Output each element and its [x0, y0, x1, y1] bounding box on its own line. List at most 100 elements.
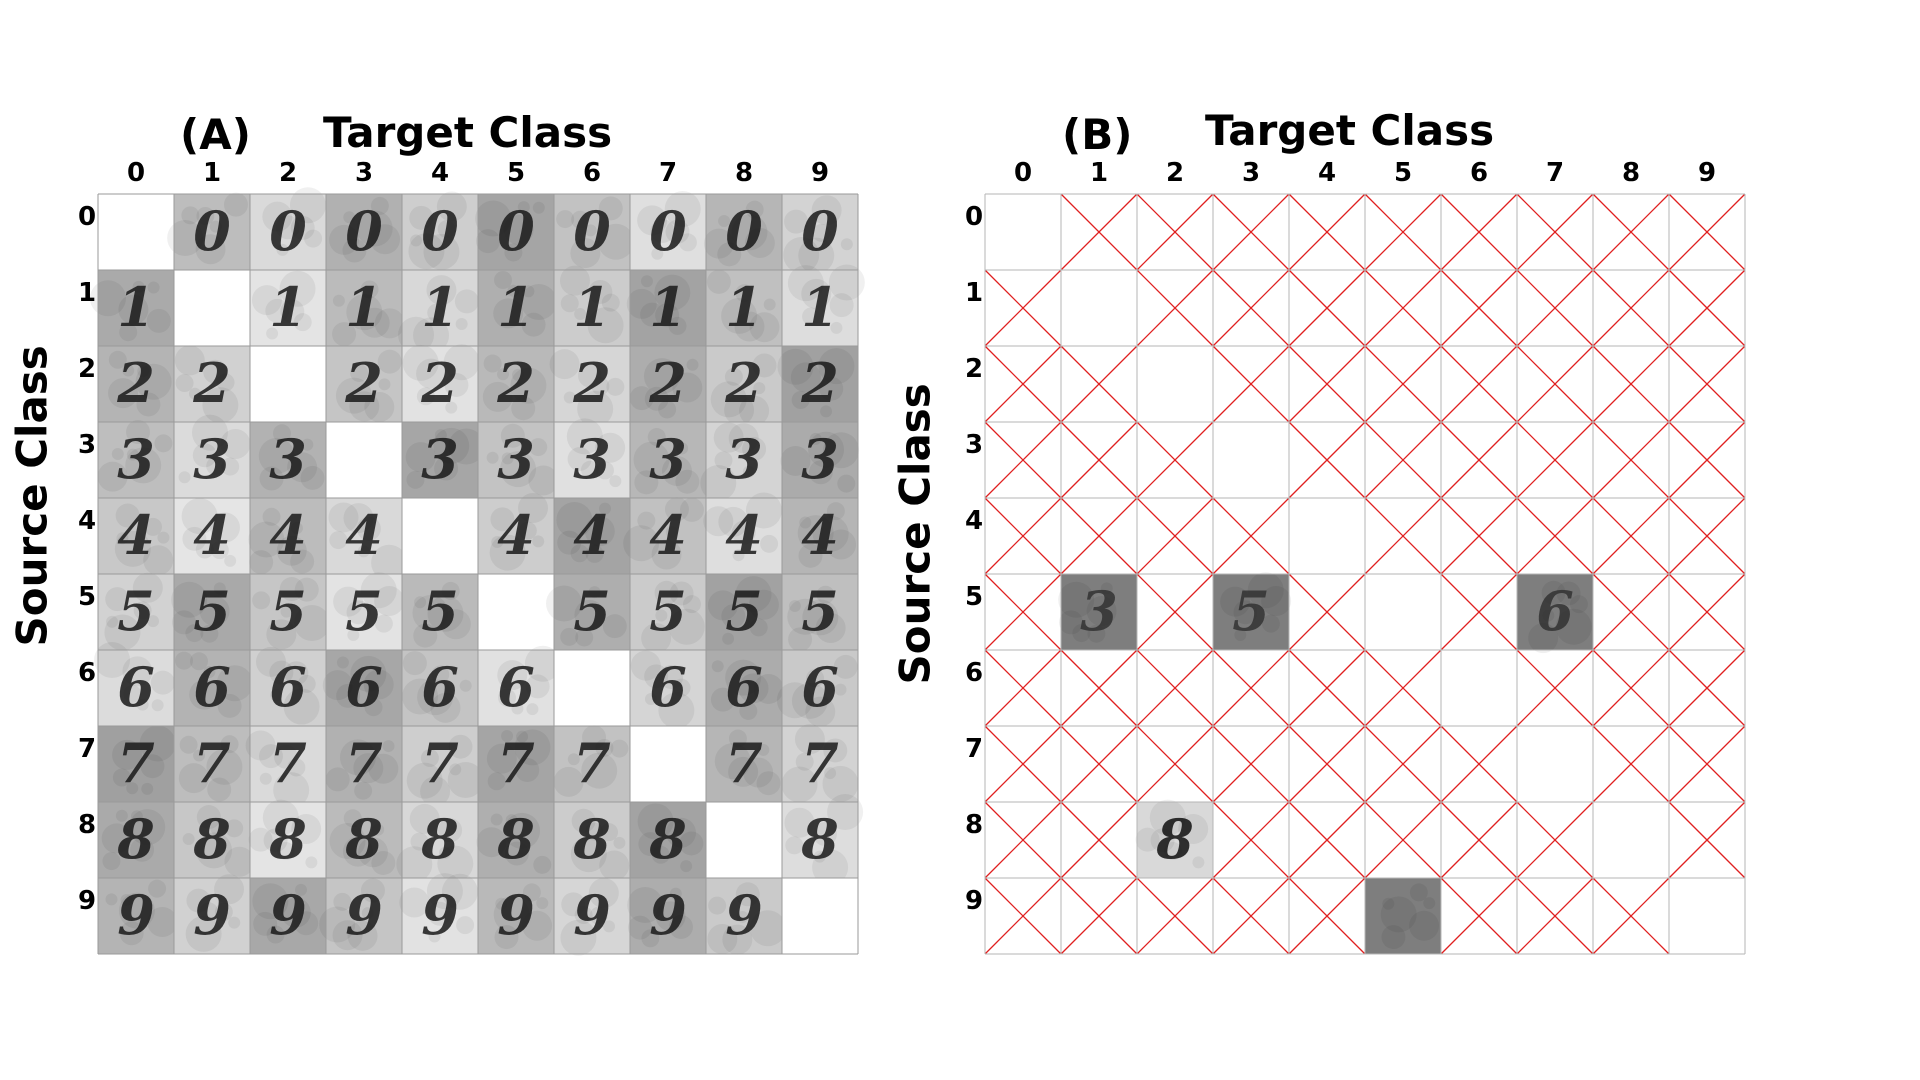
- adversarial-image-cell: 8: [248, 799, 326, 878]
- svg-text:6: 6: [117, 655, 155, 719]
- red-x-icon: [1136, 725, 1214, 803]
- red-x-icon: [1060, 649, 1138, 727]
- adversarial-image-cell: 7: [478, 726, 554, 802]
- red-x-icon: [1440, 801, 1518, 879]
- adversarial-image-cell: 3: [780, 422, 860, 498]
- red-x-icon: [984, 649, 1062, 727]
- svg-text:4: 4: [345, 503, 383, 567]
- adversarial-image-cell: 2: [478, 346, 554, 422]
- row-label: 4: [965, 506, 984, 536]
- adversarial-image-cell: 1: [398, 270, 479, 354]
- red-x-icon: [1440, 877, 1518, 955]
- svg-text:6: 6: [649, 655, 687, 719]
- red-x-icon: [984, 573, 1062, 651]
- red-x-icon: [1440, 573, 1518, 651]
- adversarial-image-cell: 4: [623, 497, 706, 574]
- red-x-icon: [1288, 725, 1366, 803]
- adversarial-image-cell: 3: [174, 414, 251, 498]
- svg-text:6: 6: [497, 655, 535, 719]
- red-x-icon: [984, 801, 1062, 879]
- row-label: 3: [78, 430, 97, 460]
- svg-text:0: 0: [649, 199, 687, 263]
- adversarial-image-cell: 1: [706, 269, 782, 346]
- adversarial-image-cell: 4: [326, 498, 408, 581]
- svg-text:5: 5: [193, 579, 231, 643]
- red-x-icon: [1136, 269, 1214, 347]
- svg-text:8: 8: [268, 807, 307, 871]
- svg-text:4: 4: [193, 503, 231, 567]
- adversarial-image-cell: 5: [98, 572, 174, 651]
- adversarial-image-cell: 6: [706, 650, 784, 726]
- svg-text:9: 9: [193, 883, 231, 947]
- adversarial-image-cell: 7: [706, 726, 782, 802]
- red-x-icon: [1440, 269, 1518, 347]
- adversarial-image-cell: 5: [171, 574, 250, 650]
- adversarial-image-cell: 1: [326, 270, 405, 347]
- adversarial-image-cell: 8: [98, 802, 174, 878]
- red-x-icon: [1440, 725, 1518, 803]
- adversarial-image-cell: 6: [174, 650, 253, 726]
- adversarial-image-cell: 4: [174, 498, 250, 574]
- adversarial-image-cell: 6: [630, 650, 706, 729]
- adversarial-image-cell: 7: [553, 725, 630, 802]
- svg-text:8: 8: [116, 807, 155, 871]
- svg-text:4: 4: [497, 503, 535, 567]
- adversarial-image-cell: 1: [626, 270, 706, 346]
- red-x-icon: [1288, 269, 1366, 347]
- red-x-icon: [1060, 877, 1138, 955]
- red-x-icon: [1212, 725, 1290, 803]
- col-label: 8: [1621, 158, 1641, 188]
- col-label: 7: [1545, 158, 1565, 188]
- adversarial-image-cell: 6: [322, 650, 402, 726]
- red-x-icon: [1288, 877, 1366, 955]
- svg-text:9: 9: [345, 883, 383, 947]
- red-x-icon: [1516, 269, 1594, 347]
- svg-text:8: 8: [572, 807, 611, 871]
- red-x-icon: [1440, 421, 1518, 499]
- red-x-icon: [1668, 269, 1746, 347]
- adversarial-image-cell: 6: [402, 650, 478, 726]
- svg-text:1: 1: [573, 275, 611, 339]
- red-x-icon: [1516, 193, 1594, 271]
- svg-text:2: 2: [192, 351, 231, 415]
- adversarial-image-cell: 6: [776, 650, 858, 727]
- svg-text:9: 9: [573, 883, 611, 947]
- svg-text:1: 1: [421, 275, 459, 339]
- adversarial-image-cell: 1: [782, 264, 865, 346]
- red-x-icon: [1668, 497, 1746, 575]
- adversarial-image-cell: 9: [399, 873, 478, 954]
- red-x-icon: [1592, 877, 1670, 955]
- red-x-icon: [1060, 193, 1138, 271]
- adversarial-image-cell: 8: [326, 802, 402, 878]
- adversarial-image-cell: 0: [250, 187, 326, 270]
- red-x-icon: [1212, 193, 1290, 271]
- row-label: 7: [965, 734, 984, 764]
- row-label: 8: [965, 810, 984, 840]
- red-x-icon: [1592, 725, 1670, 803]
- adversarial-image-cell: 4: [703, 492, 782, 574]
- svg-text:6: 6: [193, 655, 231, 719]
- svg-text:0: 0: [497, 199, 535, 263]
- empty-cell: [630, 726, 706, 802]
- svg-text:6: 6: [1536, 579, 1574, 643]
- adversarial-image-cell: 8: [554, 802, 630, 881]
- adversarial-image-cell: 6: [250, 646, 326, 726]
- adversarial-image-cell: 2: [629, 346, 706, 422]
- col-label: 6: [582, 158, 602, 188]
- row-label: 7: [78, 734, 97, 764]
- svg-text:5: 5: [1232, 579, 1270, 643]
- svg-text:8: 8: [496, 807, 535, 871]
- svg-text:4: 4: [801, 503, 839, 567]
- red-x-icon: [1212, 345, 1290, 423]
- svg-text:3: 3: [269, 427, 307, 491]
- svg-text:1: 1: [649, 275, 687, 339]
- red-x-icon: [1364, 497, 1442, 575]
- empty-cell: [554, 650, 630, 726]
- svg-text:7: 7: [497, 731, 535, 795]
- adversarial-image-cell: 2: [174, 345, 250, 424]
- adversarial-image-cell: 5: [326, 572, 405, 650]
- svg-text:3: 3: [573, 427, 611, 491]
